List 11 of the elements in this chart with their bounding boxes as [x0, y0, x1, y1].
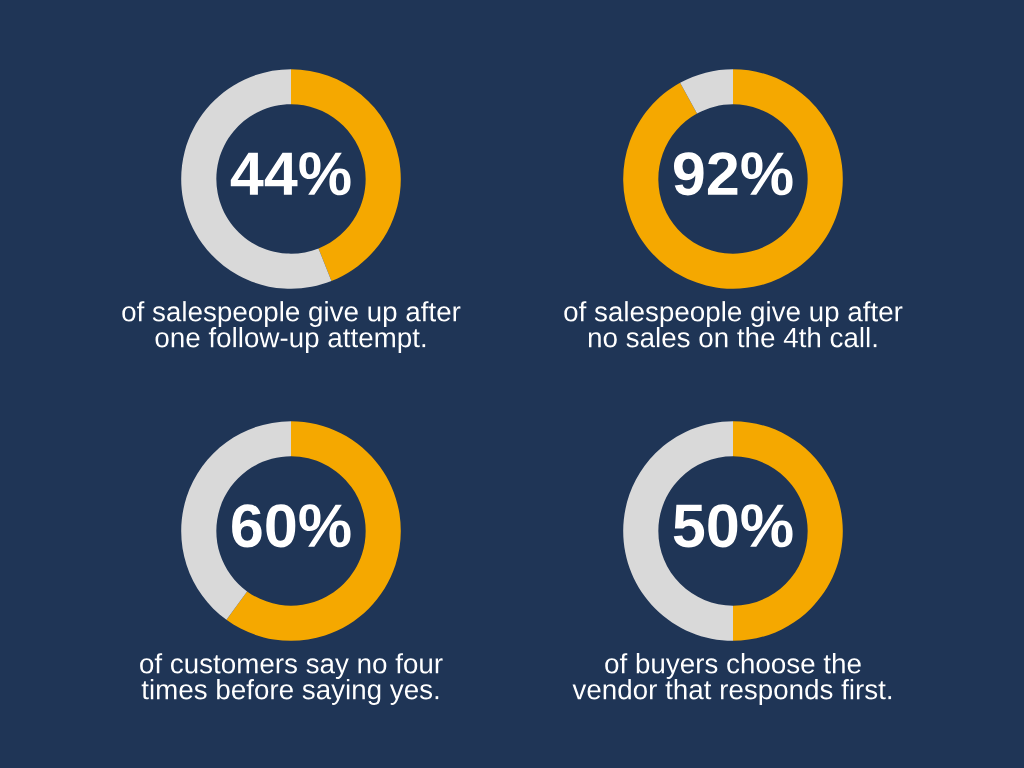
donut-slice [226, 421, 401, 641]
text: of salespeople give up after one follow-up attempt. [122, 301, 461, 353]
data-label: 44% [230, 152, 351, 196]
text: of buyers choose the vendor that responds first. [572, 653, 892, 705]
data-label: 60% [232, 504, 351, 548]
data-label: 92% [673, 152, 793, 196]
text: of salespeople give up after no sales on the 4th call. [564, 301, 903, 348]
donut-slice [623, 69, 843, 289]
data-label: 50% [673, 504, 793, 548]
text: of customers say no four times before saying yes. [140, 653, 443, 705]
donut-slice [680, 69, 733, 114]
